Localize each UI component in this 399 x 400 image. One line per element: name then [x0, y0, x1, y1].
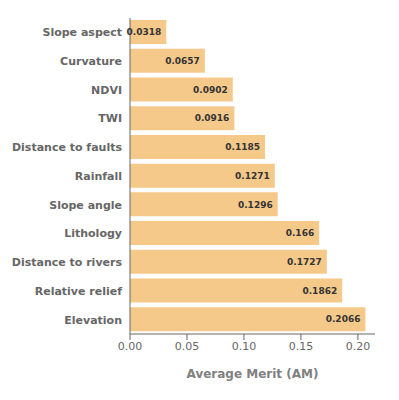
svg-text:Slope aspect: Slope aspect — [43, 26, 123, 39]
svg-text:0.0318: 0.0318 — [127, 27, 162, 37]
svg-text:0.15: 0.15 — [289, 340, 314, 353]
svg-text:0.0902: 0.0902 — [193, 85, 228, 95]
svg-text:0.1862: 0.1862 — [302, 286, 337, 296]
svg-text:0.166: 0.166 — [286, 228, 314, 238]
svg-text:0.20: 0.20 — [346, 340, 371, 353]
svg-text:Rainfall: Rainfall — [75, 170, 122, 183]
svg-text:Relative relief: Relative relief — [35, 285, 123, 298]
svg-text:0.1271: 0.1271 — [235, 171, 270, 181]
svg-text:0.05: 0.05 — [175, 340, 200, 353]
svg-text:Lithology: Lithology — [64, 227, 122, 240]
svg-text:0.1727: 0.1727 — [287, 257, 322, 267]
svg-text:Slope angle: Slope angle — [49, 199, 122, 212]
svg-text:0.00: 0.00 — [118, 340, 143, 353]
svg-text:Average Merit (AM): Average Merit (AM) — [187, 367, 319, 381]
svg-text:NDVI: NDVI — [91, 84, 122, 97]
svg-text:TWI: TWI — [98, 112, 122, 125]
svg-text:Curvature: Curvature — [60, 55, 122, 68]
svg-text:Distance to rivers: Distance to rivers — [12, 256, 123, 269]
svg-text:0.0657: 0.0657 — [165, 56, 200, 66]
svg-text:Distance to faults: Distance to faults — [12, 141, 122, 154]
svg-text:0.1296: 0.1296 — [238, 200, 273, 210]
svg-text:0.10: 0.10 — [232, 340, 257, 353]
svg-text:0.0916: 0.0916 — [195, 113, 230, 123]
svg-text:0.2066: 0.2066 — [326, 314, 361, 324]
svg-text:Elevation: Elevation — [64, 314, 122, 327]
svg-text:0.1185: 0.1185 — [225, 142, 260, 152]
